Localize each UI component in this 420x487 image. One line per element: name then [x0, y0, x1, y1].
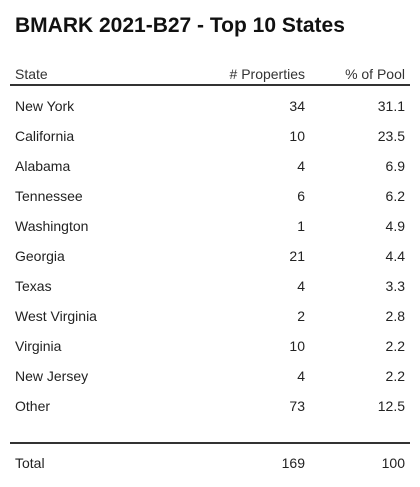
- table-row: Other 73 12.5: [10, 391, 410, 421]
- properties-cell: 4: [297, 158, 305, 174]
- pct-cell: 2.2: [385, 368, 405, 384]
- table-row: Virginia 10 2.2: [10, 331, 410, 361]
- properties-cell: 6: [297, 188, 305, 204]
- total-row: Total 169 100: [10, 442, 410, 480]
- properties-cell: 10: [289, 128, 305, 144]
- total-pct: 100: [381, 455, 405, 471]
- state-cell: Texas: [15, 278, 52, 294]
- state-cell: New York: [15, 98, 75, 114]
- pct-cell: 6.9: [385, 158, 405, 174]
- state-cell: Washington: [15, 218, 89, 234]
- pct-cell: 6.2: [385, 188, 405, 204]
- header-pct-pool: % of Pool: [345, 66, 405, 82]
- table-row: Texas 4 3.3: [10, 271, 410, 301]
- table-row: Washington 1 4.9: [10, 211, 410, 241]
- properties-cell: 73: [289, 398, 305, 414]
- properties-cell: 21: [289, 248, 305, 264]
- state-cell: Georgia: [15, 248, 65, 264]
- state-cell: West Virginia: [15, 308, 97, 324]
- pct-cell: 4.4: [385, 248, 405, 264]
- state-cell: Tennessee: [15, 188, 83, 204]
- state-cell: California: [15, 128, 75, 144]
- properties-cell: 10: [289, 338, 305, 354]
- table-row: West Virginia 2 2.8: [10, 301, 410, 331]
- state-cell: New Jersey: [15, 368, 89, 384]
- states-table: State # Properties % of Pool New York 34…: [10, 62, 410, 480]
- page-title: BMARK 2021-B27 - Top 10 States: [15, 14, 345, 37]
- properties-cell: 2: [297, 308, 305, 324]
- table-row: New Jersey 4 2.2: [10, 361, 410, 391]
- table-body: New York 34 31.1 California 10 23.5 Alab…: [10, 86, 410, 421]
- pct-cell: 2.2: [385, 338, 405, 354]
- table-row: New York 34 31.1: [10, 91, 410, 121]
- table-row: Georgia 21 4.4: [10, 241, 410, 271]
- pct-cell: 31.1: [377, 98, 405, 114]
- state-cell: Alabama: [15, 158, 71, 174]
- pct-cell: 2.8: [385, 308, 405, 324]
- pct-cell: 4.9: [385, 218, 405, 234]
- properties-cell: 34: [289, 98, 305, 114]
- table-row: Tennessee 6 6.2: [10, 181, 410, 211]
- state-cell: Virginia: [15, 338, 62, 354]
- state-cell: Other: [15, 398, 51, 414]
- pct-cell: 23.5: [377, 128, 405, 144]
- total-properties: 169: [281, 455, 305, 471]
- properties-cell: 4: [297, 278, 305, 294]
- properties-cell: 4: [297, 368, 305, 384]
- header-state: State: [15, 66, 48, 82]
- pct-cell: 3.3: [385, 278, 405, 294]
- table-header: State # Properties % of Pool: [10, 62, 410, 86]
- header-properties: # Properties: [229, 66, 305, 82]
- table-spacer: [10, 421, 410, 442]
- total-label: Total: [15, 455, 45, 471]
- table-row: Alabama 4 6.9: [10, 151, 410, 181]
- pct-cell: 12.5: [377, 398, 405, 414]
- table-row: California 10 23.5: [10, 121, 410, 151]
- properties-cell: 1: [297, 218, 305, 234]
